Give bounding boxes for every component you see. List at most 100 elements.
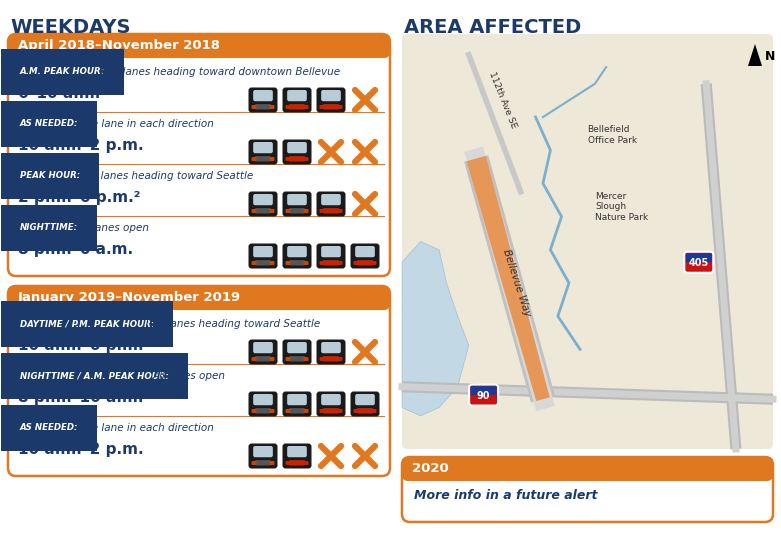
FancyBboxPatch shape	[8, 286, 390, 310]
FancyBboxPatch shape	[253, 342, 273, 353]
Text: NIGHTTIME / A.M. PEAK HOUR:: NIGHTTIME / A.M. PEAK HOUR:	[20, 371, 169, 380]
FancyBboxPatch shape	[323, 356, 339, 362]
FancyBboxPatch shape	[323, 260, 339, 266]
FancyBboxPatch shape	[316, 192, 345, 216]
FancyBboxPatch shape	[337, 105, 343, 109]
Text: NIGHTTIME:: NIGHTTIME:	[20, 224, 78, 232]
FancyBboxPatch shape	[269, 209, 274, 213]
FancyBboxPatch shape	[357, 260, 373, 266]
FancyBboxPatch shape	[372, 261, 376, 265]
FancyBboxPatch shape	[287, 446, 307, 457]
Text: Bellefield
Office Park: Bellefield Office Park	[587, 125, 637, 145]
Text: 405: 405	[689, 258, 709, 268]
FancyBboxPatch shape	[253, 246, 273, 257]
FancyBboxPatch shape	[304, 357, 308, 361]
FancyBboxPatch shape	[323, 408, 339, 413]
FancyBboxPatch shape	[319, 105, 324, 109]
FancyBboxPatch shape	[248, 443, 277, 469]
FancyBboxPatch shape	[321, 90, 341, 101]
FancyBboxPatch shape	[286, 261, 291, 265]
FancyBboxPatch shape	[251, 357, 256, 361]
FancyBboxPatch shape	[321, 394, 341, 405]
FancyBboxPatch shape	[255, 104, 271, 109]
FancyBboxPatch shape	[289, 460, 305, 465]
FancyBboxPatch shape	[253, 394, 273, 405]
Text: More info in a future alert: More info in a future alert	[414, 489, 597, 502]
FancyBboxPatch shape	[289, 104, 305, 109]
Text: DAYTIME / P.M. PEAK HOUR:: DAYTIME / P.M. PEAK HOUR:	[20, 320, 155, 328]
FancyBboxPatch shape	[283, 88, 312, 113]
FancyBboxPatch shape	[337, 357, 343, 361]
FancyBboxPatch shape	[283, 243, 312, 268]
FancyBboxPatch shape	[286, 157, 291, 161]
Text: 10 a.m.–2 p.m.: 10 a.m.–2 p.m.	[18, 442, 144, 457]
FancyBboxPatch shape	[304, 157, 308, 161]
FancyBboxPatch shape	[289, 156, 305, 162]
FancyBboxPatch shape	[321, 342, 341, 353]
FancyBboxPatch shape	[269, 261, 274, 265]
Text: Bellevue Way: Bellevue Way	[501, 248, 533, 318]
Text: AREA AFFECTED: AREA AFFECTED	[404, 18, 581, 37]
FancyBboxPatch shape	[287, 342, 307, 353]
FancyBboxPatch shape	[8, 286, 390, 476]
FancyBboxPatch shape	[251, 461, 256, 465]
FancyBboxPatch shape	[287, 194, 307, 205]
FancyBboxPatch shape	[253, 194, 273, 205]
FancyBboxPatch shape	[248, 339, 277, 364]
FancyBboxPatch shape	[304, 261, 308, 265]
FancyBboxPatch shape	[469, 385, 498, 406]
FancyBboxPatch shape	[289, 260, 305, 266]
FancyBboxPatch shape	[286, 105, 291, 109]
FancyBboxPatch shape	[251, 209, 256, 213]
FancyBboxPatch shape	[269, 157, 274, 161]
FancyBboxPatch shape	[337, 409, 343, 413]
FancyBboxPatch shape	[286, 461, 291, 465]
Text: All lanes open: All lanes open	[77, 223, 150, 233]
Text: 90: 90	[477, 391, 490, 401]
FancyBboxPatch shape	[269, 461, 274, 465]
Text: 112th Ave SE: 112th Ave SE	[487, 71, 518, 130]
FancyBboxPatch shape	[283, 140, 312, 164]
FancyBboxPatch shape	[251, 105, 256, 109]
FancyBboxPatch shape	[304, 209, 308, 213]
FancyBboxPatch shape	[287, 142, 307, 153]
FancyBboxPatch shape	[316, 339, 345, 364]
Text: One lane in each direction: One lane in each direction	[77, 119, 213, 129]
FancyBboxPatch shape	[269, 105, 274, 109]
FancyBboxPatch shape	[304, 461, 308, 465]
FancyBboxPatch shape	[8, 34, 390, 58]
FancyBboxPatch shape	[289, 208, 305, 214]
FancyBboxPatch shape	[251, 157, 256, 161]
Text: Two lanes heading toward Seattle: Two lanes heading toward Seattle	[77, 171, 253, 181]
FancyBboxPatch shape	[255, 460, 271, 465]
FancyBboxPatch shape	[287, 246, 307, 257]
FancyBboxPatch shape	[287, 90, 307, 101]
FancyBboxPatch shape	[289, 408, 305, 413]
FancyBboxPatch shape	[8, 34, 390, 276]
FancyBboxPatch shape	[251, 261, 256, 265]
FancyBboxPatch shape	[304, 409, 308, 413]
Text: N: N	[765, 50, 776, 62]
Text: AS NEEDED:: AS NEEDED:	[20, 423, 79, 433]
FancyBboxPatch shape	[283, 339, 312, 364]
Text: All lanes open: All lanes open	[152, 371, 226, 381]
FancyBboxPatch shape	[286, 357, 291, 361]
FancyBboxPatch shape	[316, 391, 345, 417]
Text: One lane in each direction: One lane in each direction	[77, 423, 213, 433]
FancyBboxPatch shape	[286, 409, 291, 413]
Text: Mercer
Slough
Nature Park: Mercer Slough Nature Park	[595, 192, 648, 221]
Text: WEEKDAYS: WEEKDAYS	[10, 18, 130, 37]
Polygon shape	[466, 156, 550, 401]
Text: Two lanes heading toward Seattle: Two lanes heading toward Seattle	[144, 319, 320, 329]
FancyBboxPatch shape	[283, 192, 312, 216]
FancyBboxPatch shape	[351, 243, 380, 268]
FancyBboxPatch shape	[287, 394, 307, 405]
FancyBboxPatch shape	[316, 88, 345, 113]
FancyBboxPatch shape	[321, 246, 341, 257]
Text: A.M. PEAK HOUR:: A.M. PEAK HOUR:	[20, 67, 105, 77]
FancyBboxPatch shape	[319, 209, 324, 213]
FancyBboxPatch shape	[248, 391, 277, 417]
FancyBboxPatch shape	[402, 34, 773, 449]
FancyBboxPatch shape	[357, 408, 373, 413]
FancyBboxPatch shape	[283, 443, 312, 469]
